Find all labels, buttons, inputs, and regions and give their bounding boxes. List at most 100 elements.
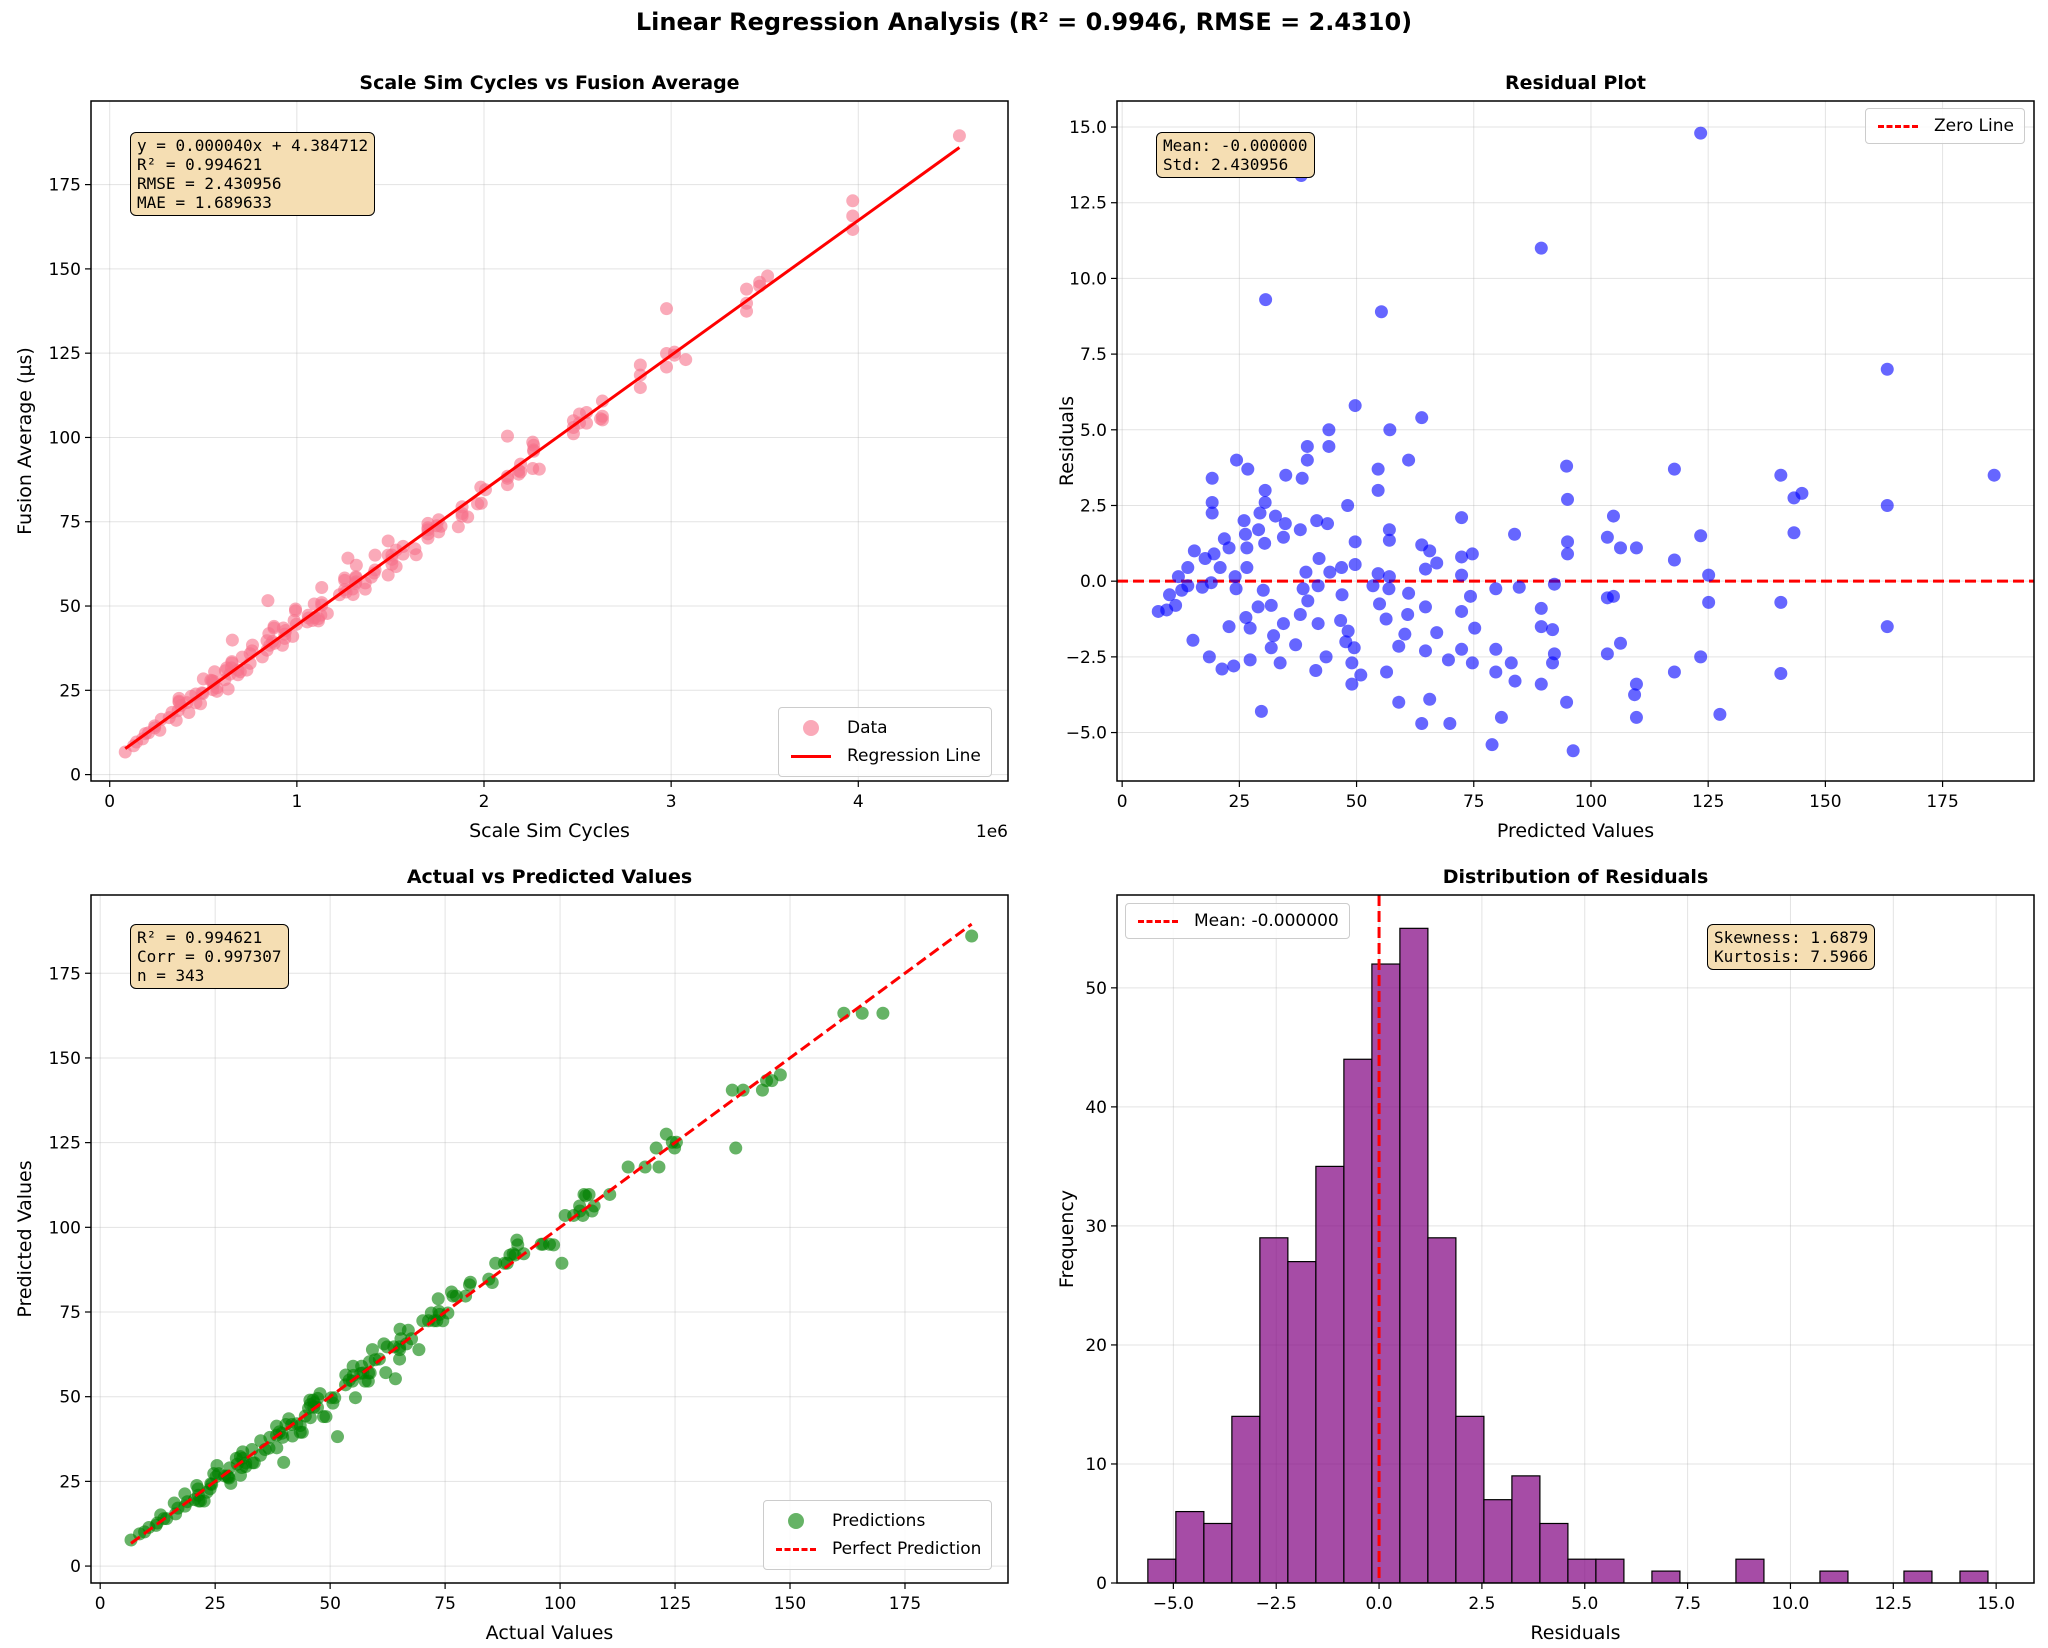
legend-label: Data bbox=[847, 718, 888, 738]
residual-point bbox=[1629, 677, 1643, 691]
prediction-point bbox=[285, 1429, 299, 1443]
residual-point bbox=[1267, 629, 1281, 643]
histogram-bar bbox=[1203, 1522, 1233, 1583]
residual-point bbox=[1392, 639, 1406, 653]
residual-point bbox=[1713, 707, 1727, 721]
chart-title: Actual vs Predicted Values bbox=[407, 866, 692, 888]
y-axis-label: Fusion Average (µs) bbox=[14, 347, 36, 535]
prediction-point bbox=[330, 1430, 344, 1444]
mae-text: MAE = 1.689633 bbox=[137, 193, 272, 212]
prediction-point bbox=[659, 1127, 673, 1141]
residual-point bbox=[1243, 621, 1257, 635]
prediction-point bbox=[324, 1391, 338, 1405]
residual-point bbox=[1508, 674, 1522, 688]
residual-point bbox=[1423, 692, 1437, 706]
y-tick-label: 0 bbox=[70, 766, 81, 786]
x-tick-label: 25 bbox=[1229, 792, 1251, 812]
prediction-point bbox=[558, 1208, 572, 1222]
chart-title: Residual Plot bbox=[1505, 72, 1646, 94]
data-point bbox=[566, 427, 580, 441]
x-tick-label: 100 bbox=[1575, 792, 1607, 812]
x-axis-label: Scale Sim Cycles bbox=[469, 820, 630, 842]
residual-point bbox=[1489, 582, 1503, 596]
residual-point bbox=[1320, 517, 1334, 531]
residual-point bbox=[1402, 453, 1416, 467]
residual-point bbox=[1254, 704, 1268, 718]
residual-point bbox=[1354, 668, 1368, 682]
residual-point bbox=[1418, 600, 1432, 614]
residual-point bbox=[1240, 541, 1254, 555]
residual-point bbox=[1600, 530, 1614, 544]
residual-point bbox=[1251, 600, 1265, 614]
perfect-prediction-line bbox=[130, 922, 973, 1545]
chart-title: Distribution of Residuals bbox=[1443, 866, 1709, 888]
prediction-point bbox=[577, 1187, 591, 1201]
prediction-point bbox=[729, 1141, 743, 1155]
data-point bbox=[633, 381, 647, 395]
residual-point bbox=[1311, 617, 1325, 631]
plot-area bbox=[124, 922, 979, 1547]
residual-point bbox=[1534, 620, 1548, 634]
y-tick-label: 2.5 bbox=[1080, 496, 1107, 516]
residual-point bbox=[1455, 604, 1469, 618]
residual-point bbox=[1229, 582, 1243, 596]
histogram-bar bbox=[1175, 1510, 1205, 1583]
residual-point bbox=[1485, 738, 1499, 752]
y-tick-label: 100 bbox=[49, 1218, 81, 1238]
residual-point bbox=[1463, 589, 1477, 603]
residual-point bbox=[1423, 544, 1437, 558]
histogram-bar bbox=[1511, 1475, 1541, 1583]
histogram-bar bbox=[1959, 1570, 1989, 1583]
prediction-point bbox=[441, 1306, 455, 1320]
y-tick-label: 75 bbox=[59, 1303, 81, 1323]
residual-point bbox=[1628, 688, 1642, 702]
residual-point bbox=[1702, 595, 1716, 609]
residual-point bbox=[1430, 556, 1444, 570]
x-tick-label: 25 bbox=[204, 1594, 226, 1614]
residual-point bbox=[1430, 626, 1444, 640]
y-tick-label: 50 bbox=[59, 1388, 81, 1408]
residual-point bbox=[1300, 439, 1314, 453]
residual-point bbox=[1561, 547, 1575, 561]
residual-point bbox=[1253, 506, 1267, 520]
chart-1: 0 1 2 3 4 0 25 50 75 100 125 150 175 1e6 Scale Sim Cyc… bbox=[14, 72, 1009, 842]
residual-point bbox=[1383, 423, 1397, 437]
residual-point bbox=[1455, 642, 1469, 656]
y-tick-label: 25 bbox=[59, 681, 81, 701]
r2-text: R² = 0.994621 bbox=[137, 928, 263, 947]
regression-line bbox=[124, 146, 961, 750]
x-tick-label: 12.5 bbox=[1874, 1594, 1912, 1614]
residual-point bbox=[1227, 659, 1241, 673]
data-point bbox=[595, 394, 609, 408]
residual-point bbox=[1319, 650, 1333, 664]
data-point bbox=[261, 594, 275, 608]
residual-point bbox=[1880, 498, 1894, 512]
residual-point bbox=[1323, 565, 1337, 579]
y-tick-label: 0 bbox=[1096, 1574, 1107, 1594]
residual-point bbox=[1415, 716, 1429, 730]
x-tick-label: 150 bbox=[774, 1594, 806, 1614]
residual-point bbox=[1987, 468, 2001, 482]
residual-point bbox=[1418, 562, 1432, 576]
histogram-bar bbox=[1735, 1558, 1765, 1583]
corr-text: Corr = 0.997307 bbox=[137, 947, 282, 966]
legend-histogram: Mean: -0.000000 bbox=[1125, 903, 1350, 939]
y-tick-label: 125 bbox=[49, 1134, 81, 1154]
residual-point bbox=[1202, 650, 1216, 664]
data-point bbox=[846, 194, 860, 208]
dashed-line-icon bbox=[1878, 124, 1918, 128]
residual-point bbox=[1345, 677, 1359, 691]
y-tick-label: 40 bbox=[1085, 1098, 1107, 1118]
mean-text: Mean: -0.000000 bbox=[1163, 136, 1308, 155]
legend-entry-mean: Mean: -0.000000 bbox=[1136, 907, 1339, 935]
distribution-stats-box: Skewness: 1.6879 Kurtosis: 7.5966 bbox=[1707, 924, 1876, 970]
residual-point bbox=[1215, 662, 1229, 676]
residual-point bbox=[1240, 561, 1254, 575]
data-point bbox=[225, 633, 239, 647]
y-tick-label: 10.0 bbox=[1069, 269, 1107, 289]
x-tick-label: 50 bbox=[1346, 792, 1368, 812]
residual-point bbox=[1187, 544, 1201, 558]
residual-point bbox=[1295, 471, 1309, 485]
residual-point bbox=[1348, 558, 1362, 572]
residual-point bbox=[1309, 663, 1323, 677]
